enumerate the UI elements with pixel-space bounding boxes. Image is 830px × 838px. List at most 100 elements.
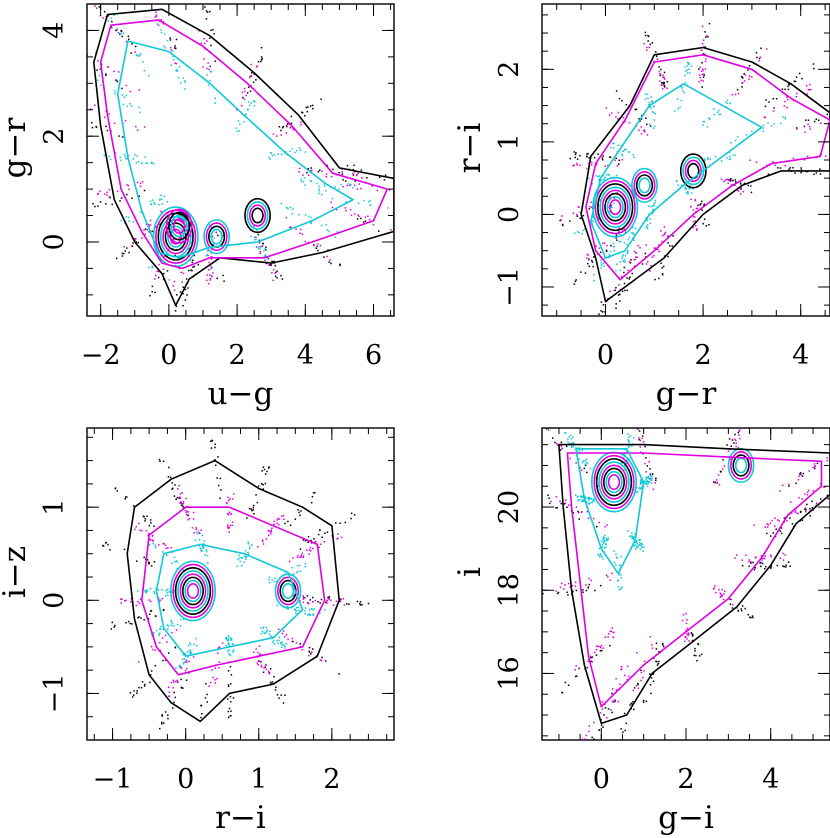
- scatter-dot-magenta: [633, 258, 636, 261]
- scatter-dot-magenta: [227, 526, 229, 528]
- scatter-dot-cyan: [638, 488, 641, 490]
- scatter-dot-magenta: [806, 93, 808, 95]
- scatter-dot-black: [783, 517, 786, 519]
- scatter-dot-black: [644, 445, 646, 448]
- scatter-dot-magenta: [700, 49, 703, 51]
- scatter-dot-magenta: [702, 69, 704, 72]
- scatter-dot-cyan: [627, 249, 629, 252]
- scatter-dot-black: [175, 498, 177, 501]
- scatter-dot-cyan: [137, 160, 140, 163]
- scatter-dot-magenta: [173, 289, 176, 292]
- scatter-dot-black: [772, 97, 775, 100]
- scatter-dot-cyan: [271, 641, 274, 643]
- scatter-dot-black: [227, 716, 230, 719]
- scatter-dot-cyan: [702, 124, 704, 126]
- scatter-dot-cyan: [156, 23, 158, 25]
- scatter-dot-black: [655, 642, 658, 645]
- scatter-dot-black: [154, 226, 157, 228]
- scatter-dot-magenta: [646, 134, 649, 136]
- scatter-dot-cyan: [154, 546, 157, 549]
- scatter-dot-cyan: [620, 573, 622, 576]
- scatter-dot-magenta: [157, 270, 160, 273]
- scatter-dot-magenta: [221, 642, 224, 644]
- scatter-dot-magenta: [809, 83, 811, 86]
- scatter-dot-magenta: [779, 557, 781, 560]
- scatter-dot-magenta: [593, 721, 595, 724]
- scatter-dot-magenta: [718, 484, 721, 486]
- scatter-dot-magenta: [626, 678, 629, 681]
- scatter-dot-black: [704, 46, 707, 48]
- scatter-dot-black: [647, 34, 649, 37]
- scatter-dot-magenta: [812, 509, 814, 511]
- scatter-dot-cyan: [259, 248, 261, 250]
- scatter-dot-magenta: [258, 660, 260, 662]
- scatter-dot-magenta: [170, 49, 173, 51]
- scatter-dot-cyan: [211, 266, 214, 269]
- scatter-dot-black: [700, 202, 702, 205]
- scatter-dot-magenta: [332, 604, 335, 606]
- scatter-dot-cyan: [649, 474, 652, 477]
- scatter-dot-magenta: [742, 190, 744, 193]
- scatter-dot-cyan: [316, 182, 318, 185]
- scatter-dot-magenta: [217, 652, 219, 655]
- scatter-dot-black: [804, 508, 806, 510]
- scatter-dot-magenta: [575, 506, 578, 508]
- scatter-dot-magenta: [177, 488, 179, 490]
- scatter-dot-magenta: [149, 539, 152, 541]
- scatter-dot-cyan: [387, 207, 389, 209]
- scatter-dot-black: [127, 620, 130, 623]
- scatter-dot-magenta: [812, 466, 814, 469]
- scatter-dot-cyan: [263, 255, 265, 258]
- scatter-dot-cyan: [276, 604, 278, 607]
- scatter-dot-cyan: [581, 495, 584, 498]
- scatter-dot-magenta: [170, 546, 173, 549]
- scatter-dot-cyan: [621, 154, 624, 157]
- scatter-dot-black: [137, 617, 139, 619]
- scatter-dot-cyan: [103, 154, 105, 157]
- scatter-dot-cyan: [182, 618, 185, 620]
- scatter-dot-black: [826, 494, 829, 497]
- scatter-dot-cyan: [587, 503, 590, 505]
- scatter-dot-cyan: [567, 441, 569, 443]
- scatter-dot-black: [720, 471, 722, 473]
- scatter-dot-black: [578, 518, 581, 520]
- scatter-dot-black: [121, 252, 124, 255]
- scatter-dot-black: [314, 491, 316, 494]
- scatter-dot-black: [227, 685, 230, 688]
- scatter-dot-cyan: [139, 54, 141, 57]
- scatter-dot-magenta: [580, 511, 583, 513]
- density-contour: [593, 454, 635, 510]
- scatter-dot-magenta: [615, 116, 617, 118]
- x-tick-label: 4: [297, 340, 314, 371]
- scatter-dot-magenta: [686, 619, 688, 621]
- scatter-dot-cyan: [247, 541, 249, 543]
- scatter-dot-black: [694, 650, 696, 652]
- scatter-dot-cyan: [308, 613, 310, 615]
- scatter-dot-cyan: [292, 208, 294, 210]
- scatter-dot-magenta: [636, 652, 638, 654]
- scatter-dot-cyan: [599, 555, 601, 558]
- scatter-dot-black: [574, 675, 577, 678]
- scatter-dot-black: [599, 649, 602, 652]
- scatter-dot-black: [332, 168, 334, 171]
- scatter-dot-magenta: [769, 522, 772, 524]
- scatter-dot-cyan: [166, 624, 169, 627]
- scatter-dot-cyan: [173, 556, 176, 559]
- scatter-dot-black: [654, 51, 657, 53]
- scatter-dot-cyan: [297, 570, 299, 573]
- scatter-dot-cyan: [633, 536, 636, 538]
- scatter-dot-magenta: [116, 190, 119, 193]
- scatter-dot-black: [215, 464, 217, 467]
- scatter-dot-cyan: [623, 241, 626, 244]
- scatter-dot-magenta: [754, 557, 757, 559]
- scatter-dot-magenta: [280, 515, 283, 517]
- scatter-dot-cyan: [249, 545, 251, 548]
- scatter-dot-black: [289, 524, 292, 527]
- scatter-dot-cyan: [170, 619, 173, 622]
- scatter-dot-black: [649, 673, 651, 675]
- scatter-dot-magenta: [158, 544, 160, 546]
- scatter-dot-magenta: [578, 511, 580, 514]
- scatter-dot-cyan: [204, 554, 206, 556]
- scatter-dot-cyan: [635, 546, 638, 549]
